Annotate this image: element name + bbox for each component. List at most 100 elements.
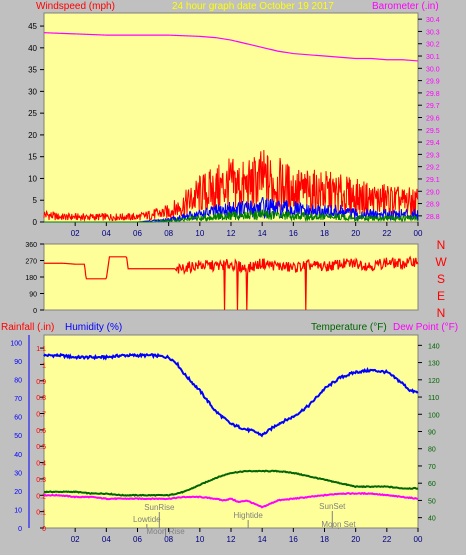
temp-y-tick-label: 50 xyxy=(428,498,436,505)
barometer-y-tick-label: 30.3 xyxy=(426,29,440,36)
barometer-y-tick-label: 30.1 xyxy=(426,54,440,61)
direction-y-tick-label: 180 xyxy=(25,275,37,282)
annotation-label: Moon Rise xyxy=(146,527,185,536)
compass-label: S xyxy=(437,272,445,286)
annotation-label: Lowtide xyxy=(133,515,161,524)
windspeed-axis-title: Windspeed (mph) xyxy=(36,1,115,12)
annotation-label: Moon Set xyxy=(321,520,356,529)
humidity-y-tick-label: 60 xyxy=(14,415,22,422)
rain-y-tick-label: 0.8 xyxy=(36,395,46,402)
barometer-y-tick-label: 29.5 xyxy=(426,128,440,135)
wind-y-tick-label: 45 xyxy=(28,22,37,31)
annotation-label: SunRise xyxy=(144,503,175,512)
rain-y-tick-label: 0.5 xyxy=(36,444,46,451)
temp-y-tick-label: 60 xyxy=(428,481,436,488)
barometer-y-tick-label: 29.4 xyxy=(426,140,440,147)
humidity-temperature-series xyxy=(43,352,419,509)
temp-y-tick-label: 40 xyxy=(428,516,436,523)
wind-x-tick-label: 10 xyxy=(195,229,204,238)
wind-x-tick-label: 04 xyxy=(102,229,111,238)
humidity-y-tick-label: 10 xyxy=(14,507,22,514)
barometer-y-tick-label: 29.0 xyxy=(426,189,440,196)
wind-direction-series xyxy=(44,255,419,311)
temp-y-tick-label: 120 xyxy=(428,378,440,385)
wind-barometer-series xyxy=(43,32,419,223)
compass-label: W xyxy=(435,255,447,269)
wind-direction-plot-area xyxy=(43,243,419,311)
wind-barometer-axes: 0 5 10 15 20 25 30 35 40 45 28.8 28.9 29.0 29.1 29.2 29… xyxy=(28,17,440,238)
temp-y-tick-label: 110 xyxy=(428,395,439,402)
wind-y-tick-label: 0 xyxy=(33,218,38,227)
direction-y-tick-label: 90 xyxy=(29,292,37,299)
barometer-y-tick-label: 30.4 xyxy=(426,17,440,24)
lower-x-tick-label: 04 xyxy=(102,535,111,544)
temp-y-tick-label: 130 xyxy=(428,361,440,368)
temp-y-tick-label: 80 xyxy=(428,447,436,454)
humidity-y-tick-label: 100 xyxy=(10,340,22,347)
temperature-axis-title: Temperature (°F) xyxy=(311,322,387,333)
rain-y-tick-label: 1.1 xyxy=(36,346,46,353)
lower-x-tick-label: 16 xyxy=(289,535,298,544)
rain-y-tick-label: 0.3 xyxy=(36,477,46,484)
humidity-y-tick-label: 0 xyxy=(18,526,22,533)
lower-x-tick-label: 06 xyxy=(133,535,142,544)
direction-y-tick-label: 270 xyxy=(25,259,37,266)
rainfall-axis-title: Rainfall (.in) xyxy=(1,322,54,333)
temp-y-tick-label: 70 xyxy=(428,464,436,471)
compass-label: E xyxy=(437,289,445,303)
compass-label: N xyxy=(437,238,446,252)
barometer-y-tick-label: 29.6 xyxy=(426,116,440,123)
rain-y-tick-label: 0.4 xyxy=(36,461,46,468)
lower-x-tick-label: 10 xyxy=(195,535,204,544)
wind-x-tick-label: 02 xyxy=(71,229,80,238)
wind-y-tick-label: 15 xyxy=(28,153,37,162)
annotation-label: SunSet xyxy=(319,502,346,511)
wind-y-tick-label: 5 xyxy=(33,196,38,205)
barometer-y-tick-label: 30.0 xyxy=(426,66,440,73)
wind-y-tick-label: 10 xyxy=(28,174,37,183)
temperature-series-line xyxy=(43,469,419,497)
wind-x-tick-label: 00 xyxy=(414,229,423,238)
lower-x-tick-label: 14 xyxy=(258,535,267,544)
wind-barometer-plot-area xyxy=(43,12,419,223)
wind-low-series-line xyxy=(44,209,419,223)
barometer-y-tick-label: 29.8 xyxy=(426,91,440,98)
lower-x-tick-label: 18 xyxy=(320,535,329,544)
wind-x-tick-label: 18 xyxy=(320,229,329,238)
wind-x-tick-label: 12 xyxy=(227,229,236,238)
barometer-series-line xyxy=(43,32,419,62)
lower-x-tick-label: 12 xyxy=(227,535,236,544)
rain-y-tick-label: 0.2 xyxy=(36,493,46,500)
gust-series-line xyxy=(43,150,419,223)
lower-x-tick-label: 02 xyxy=(71,535,80,544)
humidity-y-tick-label: 90 xyxy=(14,359,22,366)
wind-x-tick-label: 22 xyxy=(382,229,391,238)
graph-date-title: 24 hour graph date October 19 2017 xyxy=(172,1,334,12)
wind-x-tick-label: 20 xyxy=(351,229,360,238)
humidity-y-tick-label: 20 xyxy=(14,489,22,496)
dewpoint-axis-title: Dew Point (°F) xyxy=(393,322,458,333)
direction-y-tick-label: 360 xyxy=(25,242,37,249)
wind-x-tick-label: 06 xyxy=(133,229,142,238)
lower-x-tick-label: 08 xyxy=(164,535,173,544)
lower-x-tick-label: 00 xyxy=(414,535,423,544)
barometer-y-tick-label: 28.9 xyxy=(426,202,440,209)
astro-tide-annotations: SunRise Lowtide Moon Rise Hightide SunSet Moo… xyxy=(133,502,356,536)
humidity-y-tick-label: 50 xyxy=(14,433,22,440)
humidity-series-line xyxy=(43,352,419,438)
rain-y-tick-label: 0.6 xyxy=(36,428,46,435)
barometer-y-tick-label: 29.9 xyxy=(426,79,440,86)
humidity-temperature-axes: 010203040506070809010000.10.20.30.40.50.… xyxy=(10,335,440,544)
lower-x-tick-label: 20 xyxy=(351,535,360,544)
rain-y-tick-label: 0 xyxy=(42,526,46,533)
temp-y-tick-label: 100 xyxy=(428,412,440,419)
wind-y-tick-label: 30 xyxy=(28,87,37,96)
humidity-y-tick-label: 30 xyxy=(14,470,22,477)
temp-y-tick-label: 90 xyxy=(428,430,436,437)
barometer-y-tick-label: 29.1 xyxy=(426,177,440,184)
temp-y-tick-label: 140 xyxy=(428,343,440,350)
wind-y-tick-label: 25 xyxy=(28,109,37,118)
humidity-y-tick-label: 70 xyxy=(14,396,22,403)
